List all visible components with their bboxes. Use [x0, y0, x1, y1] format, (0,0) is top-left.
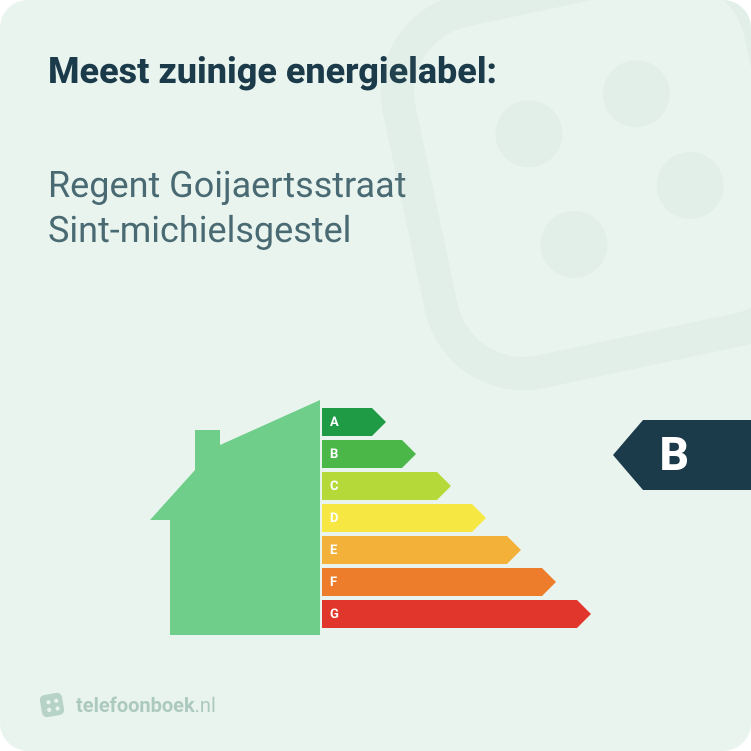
address-line-2: Sint-michielsgestel	[48, 209, 351, 251]
watermark-palette-icon	[352, 0, 751, 419]
address-line-1: Regent Goijaertsstraat	[48, 164, 407, 206]
energy-bar-label: F	[330, 575, 337, 590]
energy-bar-label: A	[330, 415, 339, 430]
energy-bar-b: B	[322, 440, 591, 468]
badge-arrow-tip	[613, 420, 643, 490]
energy-bar-label: D	[330, 511, 338, 526]
energy-bar-g: G	[322, 600, 591, 628]
energy-bar-f: F	[322, 568, 591, 596]
energy-bar-a: A	[322, 408, 591, 436]
energy-label-card: Meest zuinige energielabel: Regent Goija…	[0, 0, 751, 751]
result-badge: B	[613, 420, 751, 490]
footer-brand: telefoonboek.nl	[38, 691, 216, 719]
footer-text: telefoonboek.nl	[76, 693, 216, 717]
badge-letter: B	[659, 428, 689, 482]
house-icon	[150, 400, 320, 635]
energy-bar-label: B	[330, 447, 338, 462]
energy-bars: A B C D E F G	[322, 408, 591, 632]
energy-bar-label: E	[330, 543, 337, 558]
footer-brand-bold: telefoonboek	[76, 693, 195, 717]
energy-bar-label: C	[330, 479, 339, 494]
energy-bar-c: C	[322, 472, 591, 500]
energy-bar-d: D	[322, 504, 591, 532]
phonebook-icon	[38, 691, 66, 719]
energy-bar-label: G	[330, 607, 339, 622]
energy-bar-e: E	[322, 536, 591, 564]
badge-body: B	[643, 420, 751, 490]
footer-brand-tld: .nl	[195, 693, 216, 717]
